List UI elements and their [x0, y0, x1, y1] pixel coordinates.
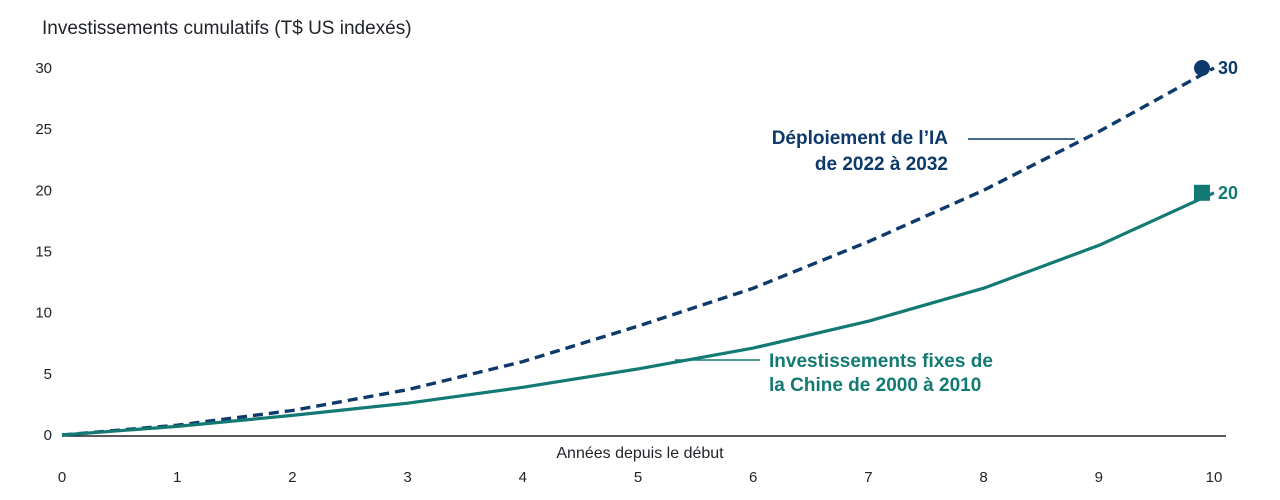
- x-tick-label: 9: [1095, 469, 1103, 486]
- x-tick-label: 8: [979, 469, 987, 486]
- x-tick-label: 2: [288, 469, 296, 486]
- series-annotations: Déploiement de l’IA de 2022 à 2032 Investi…: [675, 128, 1075, 396]
- series-end-marker: [1194, 60, 1210, 76]
- x-tick-label: 6: [749, 469, 757, 486]
- y-tick-label: 10: [35, 305, 52, 322]
- series-layer: 30 20: [61, 58, 1238, 437]
- y-tick-label: 5: [44, 366, 52, 383]
- series-line-2: [61, 191, 1215, 437]
- series-annotation-line: Déploiement de l’IA: [772, 128, 949, 149]
- series-end-label: 20: [1218, 183, 1238, 203]
- x-tick-label: 0: [58, 469, 66, 486]
- series-annotation-line: de 2022 à 2032: [815, 154, 948, 175]
- x-tick-label: 3: [403, 469, 411, 486]
- y-tick-label: 15: [35, 244, 52, 261]
- x-axis-title: Années depuis le début: [556, 445, 724, 462]
- series-end-marker: [1194, 184, 1210, 201]
- x-tick-label: 5: [634, 469, 642, 486]
- x-tick-labels: 0 1 2 3 4 5 6 7 8 9 10: [58, 469, 1223, 486]
- y-axis-title: Investissements cumulatifs (T$ US indexé…: [42, 18, 412, 39]
- series-end-label: 30: [1218, 58, 1238, 78]
- x-tick-label: 10: [1206, 469, 1223, 486]
- x-tick-label: 7: [864, 469, 872, 486]
- x-tick-label: 4: [519, 469, 527, 486]
- y-tick-label: 20: [35, 182, 52, 199]
- series-annotation-line: la Chine de 2000 à 2010: [769, 375, 981, 396]
- y-tick-label: 30: [35, 60, 52, 77]
- y-tick-label: 0: [44, 427, 52, 444]
- y-tick-labels: 0 5 10 15 20 25 30: [35, 60, 52, 444]
- y-tick-label: 25: [35, 121, 52, 138]
- x-tick-label: 1: [173, 469, 181, 486]
- series-annotation-line: Investissements fixes de: [769, 351, 993, 372]
- series-line-1: [61, 66, 1215, 437]
